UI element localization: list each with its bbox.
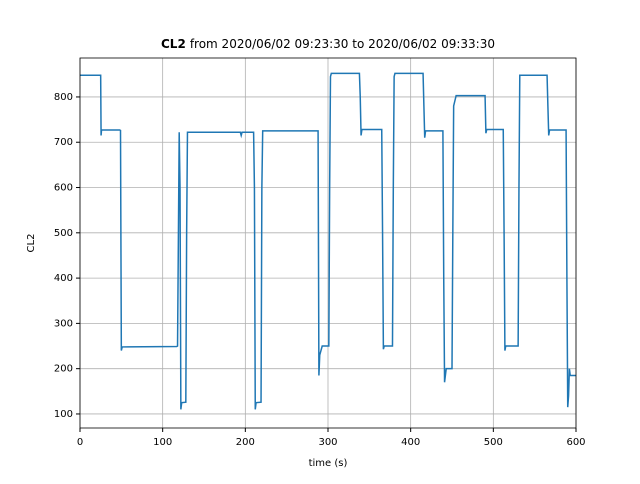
y-tick-label: 700 — [54, 137, 73, 148]
y-tick-label: 300 — [54, 318, 73, 329]
x-tick-label: 100 — [153, 437, 172, 448]
y-axis-label: CL2 — [26, 234, 37, 253]
y-tick-label: 400 — [54, 273, 73, 284]
x-tick-label: 200 — [236, 437, 255, 448]
line — [80, 72, 576, 410]
x-tick-label: 600 — [566, 437, 585, 448]
y-tick-label: 200 — [54, 364, 73, 375]
y-tick-label: 600 — [54, 183, 73, 194]
chart-title: CL2 from 2020/06/02 09:23:30 to 2020/06/0… — [161, 37, 495, 51]
x-axis-label: time (s) — [309, 458, 348, 469]
title-bold: CL2 — [161, 37, 186, 51]
title-text: from 2020/06/02 09:23:30 to 2020/06/02 0… — [190, 37, 495, 51]
x-tick-label: 0 — [77, 437, 83, 448]
y-tick-label: 500 — [54, 228, 73, 239]
y-tick-label: 100 — [54, 409, 73, 420]
x-tick-label: 400 — [401, 437, 420, 448]
y-tick-label: 800 — [54, 92, 73, 103]
plot-frame — [79, 57, 577, 429]
x-tick-label: 500 — [484, 437, 503, 448]
x-tick-label: 300 — [318, 437, 337, 448]
